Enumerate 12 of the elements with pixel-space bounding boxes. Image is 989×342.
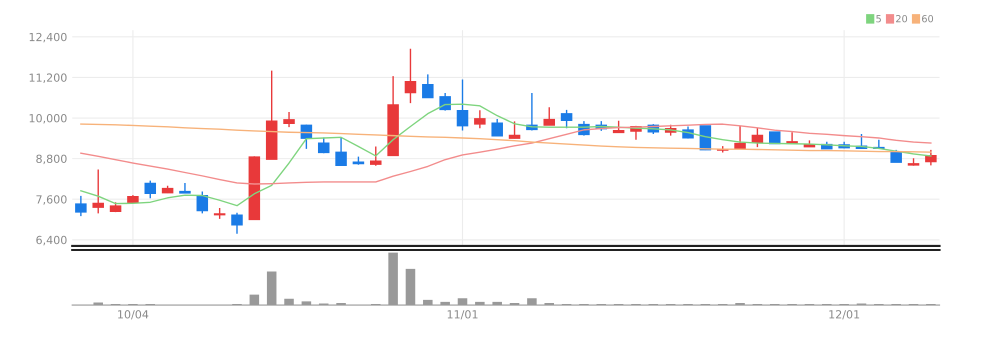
y-tick-label: 8,800 [36,154,67,164]
x-tick-label: 11/01 [448,310,478,320]
y-tick-label: 11,200 [30,73,67,83]
legend-label: 60 [922,15,934,22]
x-tick-label: 12/01 [829,310,860,320]
legend-label: 5 [876,15,881,22]
y-tick-label: 12,400 [30,32,67,42]
y-tick-label: 6,400 [36,236,67,246]
y-tick-label: 10,000 [30,114,67,124]
x-tick-label: 10/04 [118,310,148,320]
y-tick-label: 7,600 [36,195,67,205]
legend-label: 20 [896,15,908,22]
